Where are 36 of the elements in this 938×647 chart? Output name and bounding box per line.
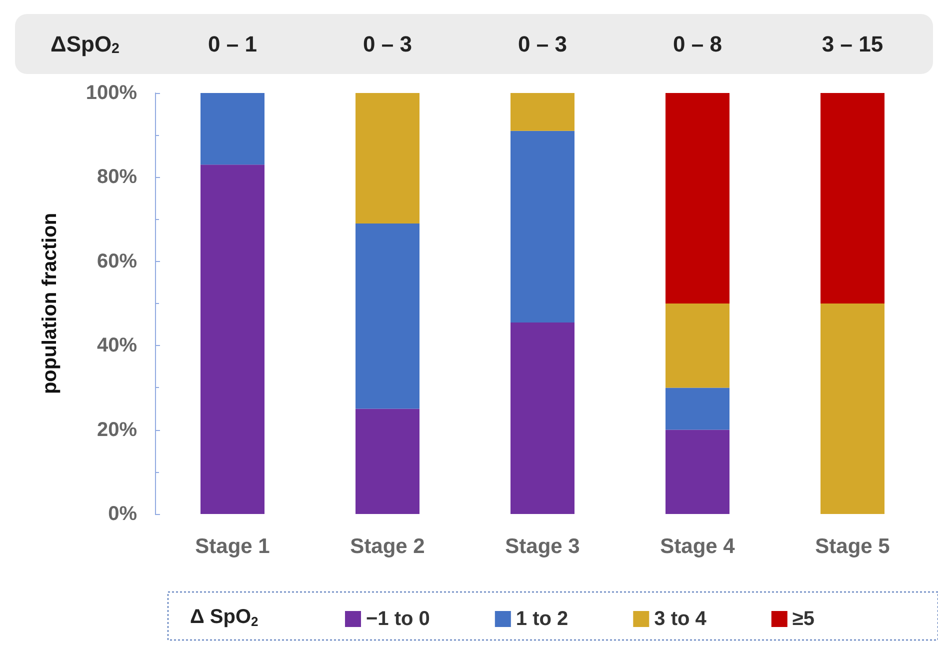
y-tick-label: 100% bbox=[86, 82, 138, 104]
y-tick-label: 60% bbox=[96, 250, 138, 272]
legend-label: ≥5 bbox=[792, 608, 814, 630]
bar bbox=[666, 388, 730, 430]
bar bbox=[356, 224, 420, 409]
bar bbox=[666, 304, 730, 388]
y-tick-label: 40% bbox=[96, 334, 138, 357]
y-tick-label: 20% bbox=[96, 418, 138, 441]
legend-label: 1 to 2 bbox=[516, 608, 568, 630]
x-tick-label: Stage 3 bbox=[505, 535, 580, 558]
x-tick-label: Stage 1 bbox=[195, 535, 270, 558]
y-tick-label: 80% bbox=[96, 166, 138, 188]
bar bbox=[356, 93, 420, 224]
y-tick-label: 0% bbox=[108, 503, 138, 525]
x-tick-label: Stage 5 bbox=[815, 535, 890, 558]
bar bbox=[200, 93, 264, 165]
y-axis-title: population fraction bbox=[39, 212, 61, 394]
legend-label: 3 to 4 bbox=[654, 608, 708, 630]
bar bbox=[666, 430, 730, 514]
text: 3 – 15 bbox=[822, 32, 884, 56]
x-tick-label: Stage 4 bbox=[660, 535, 736, 558]
bar bbox=[200, 164, 264, 514]
text: 0 – 8 bbox=[673, 32, 722, 56]
bar bbox=[510, 322, 574, 514]
text: 0 – 1 bbox=[208, 32, 257, 56]
bar bbox=[510, 130, 574, 322]
bar bbox=[820, 93, 884, 304]
x-tick-label: Stage 2 bbox=[350, 535, 425, 558]
bar bbox=[510, 93, 574, 131]
bar bbox=[666, 93, 730, 304]
text: 0 – 3 bbox=[363, 32, 412, 56]
text: 0 – 3 bbox=[518, 32, 567, 56]
bar bbox=[820, 304, 884, 514]
text: ΔSpO2 bbox=[50, 32, 120, 57]
bar bbox=[356, 408, 420, 514]
legend-label: −1 to 0 bbox=[366, 608, 430, 630]
